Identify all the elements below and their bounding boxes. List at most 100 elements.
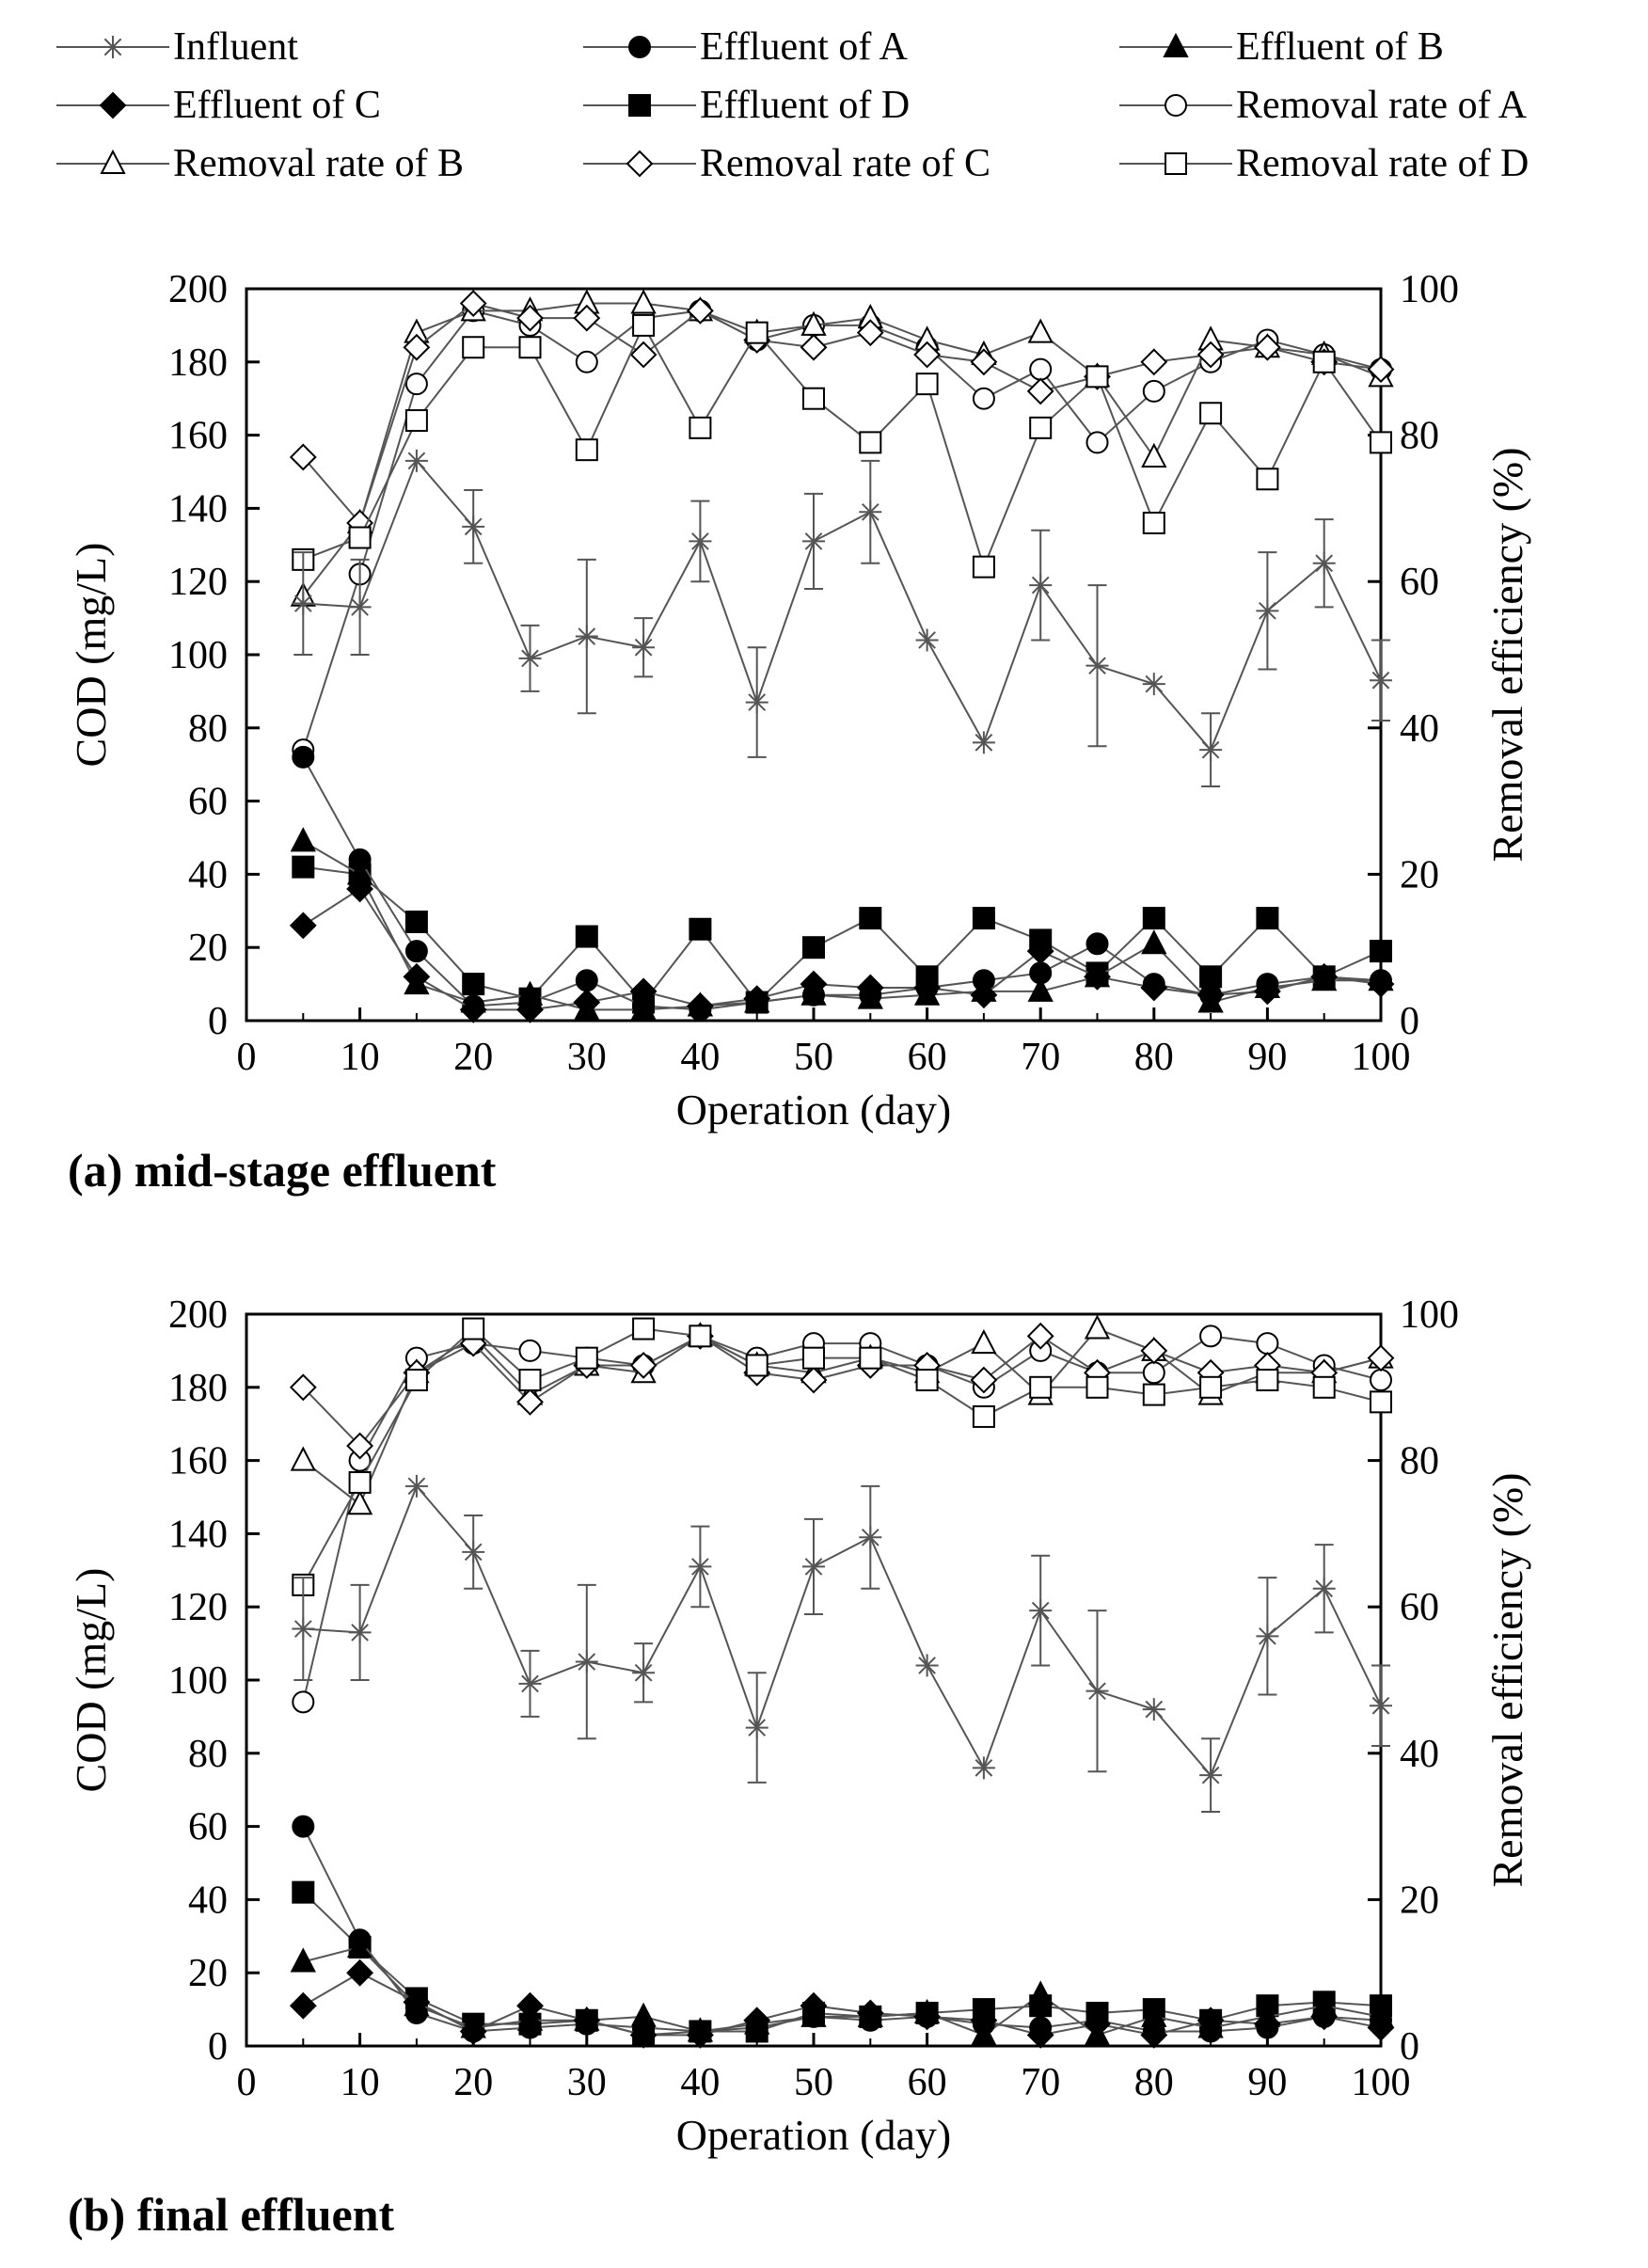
x-tick-label: 50 [794, 2061, 833, 2104]
data-point-eff_c [346, 875, 374, 903]
data-point-influent [1199, 738, 1223, 762]
data-point-influent [745, 1716, 769, 1739]
diamond-marker-icon [583, 150, 696, 178]
data-point-rem_d [1085, 365, 1109, 389]
series-eff_b [290, 1932, 1394, 2046]
x-tick-label: 10 [341, 1036, 380, 1079]
data-point-eff_c [516, 1991, 544, 2020]
legend-item-eff_b: Effluent of B [1119, 19, 1444, 75]
data-point-rem_d [915, 1369, 939, 1392]
data-point-rem_d [1312, 350, 1336, 373]
x-tick-label: 40 [680, 1036, 720, 1079]
data-point-influent [915, 1654, 939, 1677]
data-point-influent [1142, 1698, 1165, 1721]
data-point-influent [292, 1617, 315, 1641]
data-point-rem_c [1367, 1344, 1395, 1372]
x-tick-label: 0 [237, 2061, 257, 2104]
data-point-influent [802, 530, 825, 553]
y2-tick-label: 20 [1400, 853, 1439, 896]
data-point-rem_b [290, 1446, 316, 1471]
x-tick-label: 70 [1021, 1036, 1060, 1079]
data-point-rem_d [1256, 1369, 1279, 1392]
data-point-rem_d [1142, 511, 1165, 534]
data-point-rem_c [1140, 1337, 1168, 1365]
data-point-rem_a [292, 1690, 315, 1714]
y2-tick-label: 40 [1400, 1733, 1439, 1776]
data-point-eff_c [800, 970, 828, 998]
legend-item-eff_a: Effluent of A [583, 19, 908, 75]
legend-item-eff_d: Effluent of D [583, 77, 910, 134]
data-point-eff_c [573, 989, 601, 1016]
y2-tick-label: 80 [1400, 1440, 1439, 1483]
circle-marker-icon [583, 36, 696, 58]
data-point-influent [1142, 673, 1165, 696]
data-point-rem_a [1370, 1369, 1392, 1392]
data-point-influent [1085, 1679, 1109, 1703]
series-rem_a [292, 1324, 1392, 1714]
legend-marker-influent [102, 36, 124, 58]
chart-legend: Influent Effluent of A Effluent of B Efflue… [56, 19, 1637, 207]
data-point-eff_c [1196, 2006, 1225, 2035]
data-point-eff_d [859, 907, 882, 930]
data-point-eff_a [348, 848, 372, 871]
data-point-eff_c [346, 1959, 374, 1987]
data-point-rem_d [1199, 402, 1223, 425]
data-point-rem_d [404, 409, 428, 433]
data-point-eff_c [800, 1991, 828, 2020]
data-point-eff_c [1026, 2021, 1054, 2049]
data-point-eff_a [1085, 932, 1109, 956]
data-point-influent [1085, 654, 1109, 677]
data-point-rem_c [970, 1366, 998, 1394]
data-point-rem_d [1029, 1375, 1053, 1399]
data-point-rem_c [459, 290, 487, 317]
square-marker-icon [1119, 152, 1232, 175]
data-point-rem_c [1026, 377, 1054, 405]
data-point-eff_d [292, 855, 315, 879]
y-axis-label: COD (mg/L) [67, 543, 115, 768]
data-point-rem_d [972, 1404, 995, 1428]
data-point-rem_d [632, 1317, 656, 1340]
legend-item-rem_a: Removal rate of A [1119, 77, 1527, 134]
data-point-influent [1029, 1599, 1053, 1623]
data-point-eff_c [629, 977, 658, 1006]
y-tick-label: 0 [208, 2025, 228, 2069]
data-point-eff_c [1140, 2021, 1168, 2049]
data-point-rem_c [289, 443, 317, 471]
data-point-rem_d [972, 555, 995, 579]
data-point-eff_d [802, 936, 825, 960]
data-point-rem_c [1026, 1322, 1054, 1350]
y-tick-label: 100 [168, 634, 228, 677]
legend-marker-rem_a [1165, 94, 1187, 117]
data-point-rem_d [462, 1317, 485, 1340]
data-point-eff_c [1310, 962, 1339, 991]
data-point-rem_c [516, 304, 544, 332]
data-point-eff_d [575, 925, 598, 948]
data-point-influent [292, 592, 315, 615]
data-point-rem_d [689, 416, 712, 439]
panel-a-caption: (a) mid-stage effluent [68, 1144, 497, 1197]
y2-axis-label: Removal efficiency (%) [1483, 447, 1531, 862]
data-point-rem_d [348, 1470, 372, 1494]
legend-label-eff_c: Effluent of C [173, 84, 381, 127]
legend-item-rem_b: Removal rate of B [56, 135, 464, 192]
y-tick-label: 200 [168, 268, 228, 311]
circle-marker-icon [1119, 94, 1232, 117]
data-point-rem_d [404, 1369, 428, 1392]
data-point-eff_b [290, 1947, 316, 1973]
data-point-influent [745, 690, 769, 714]
y-tick-label: 100 [168, 1659, 228, 1703]
legend-marker-eff_c [99, 91, 127, 119]
data-point-eff_b [1027, 1980, 1054, 2006]
data-point-rem_d [802, 387, 825, 410]
data-point-rem_d [802, 1346, 825, 1370]
legend-label-eff_a: Effluent of A [700, 25, 908, 69]
y-tick-label: 120 [168, 561, 228, 604]
data-point-rem_b [346, 1490, 373, 1515]
data-point-influent [689, 1555, 712, 1578]
data-point-influent [972, 1756, 995, 1780]
y-tick-label: 20 [188, 927, 228, 970]
y-tick-label: 40 [188, 1879, 228, 1922]
series-eff_c [289, 875, 1395, 1023]
data-point-eff_c [1140, 974, 1168, 1002]
data-point-influent [1312, 1577, 1336, 1600]
